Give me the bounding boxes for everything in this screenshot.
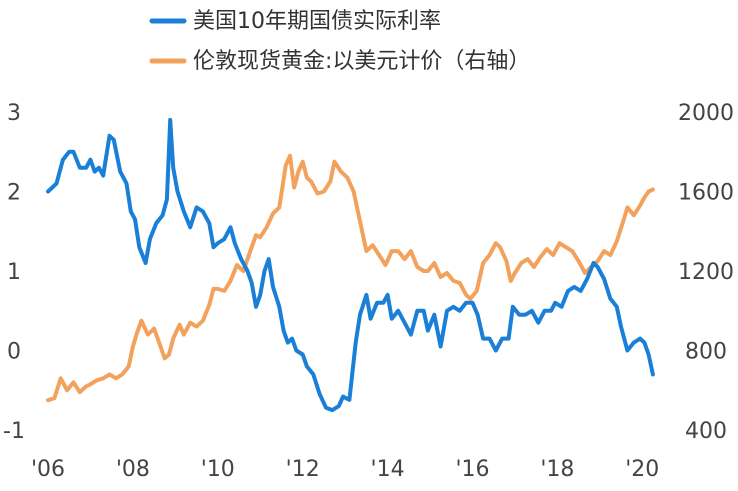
real-rate-series-line: [46, 117, 655, 413]
left-axis-tick-label: 2: [7, 181, 21, 206]
right-axis-tick-label: 1600: [678, 181, 734, 206]
legend-label: 伦敦现货黄金:以美元计价（右轴）: [193, 49, 530, 74]
x-axis-tick-label: '10: [201, 457, 235, 482]
right-axis-tick-label: 1200: [678, 260, 734, 285]
x-axis-tick-label: '18: [540, 457, 574, 482]
x-axis: '06 '08 '10 '12 '14 '16 '18 '20: [31, 457, 659, 482]
left-axis-tick-label: 3: [7, 101, 21, 126]
plot-area: [46, 117, 655, 413]
x-axis-tick-label: '12: [286, 457, 320, 482]
right-axis: 2000 1600 1200 800 400: [678, 101, 734, 444]
left-axis-tick-label: 1: [7, 260, 21, 285]
x-axis-tick-label: '06: [31, 457, 65, 482]
left-axis-tick-label: 0: [7, 340, 21, 365]
x-axis-tick-label: '16: [455, 457, 489, 482]
x-axis-tick-label: '14: [371, 457, 405, 482]
right-axis-tick-label: 800: [685, 340, 727, 365]
left-axis-tick-label: -1: [3, 419, 25, 444]
gold-price-series-line: [46, 153, 655, 403]
legend-label: 美国10年期国债实际利率: [193, 9, 441, 34]
x-axis-tick-label: '08: [116, 457, 150, 482]
x-axis-tick-label: '20: [625, 457, 659, 482]
right-axis-tick-label: 2000: [678, 101, 734, 126]
left-axis: 3 2 1 0 -1: [3, 101, 25, 444]
right-axis-tick-label: 400: [685, 419, 727, 444]
